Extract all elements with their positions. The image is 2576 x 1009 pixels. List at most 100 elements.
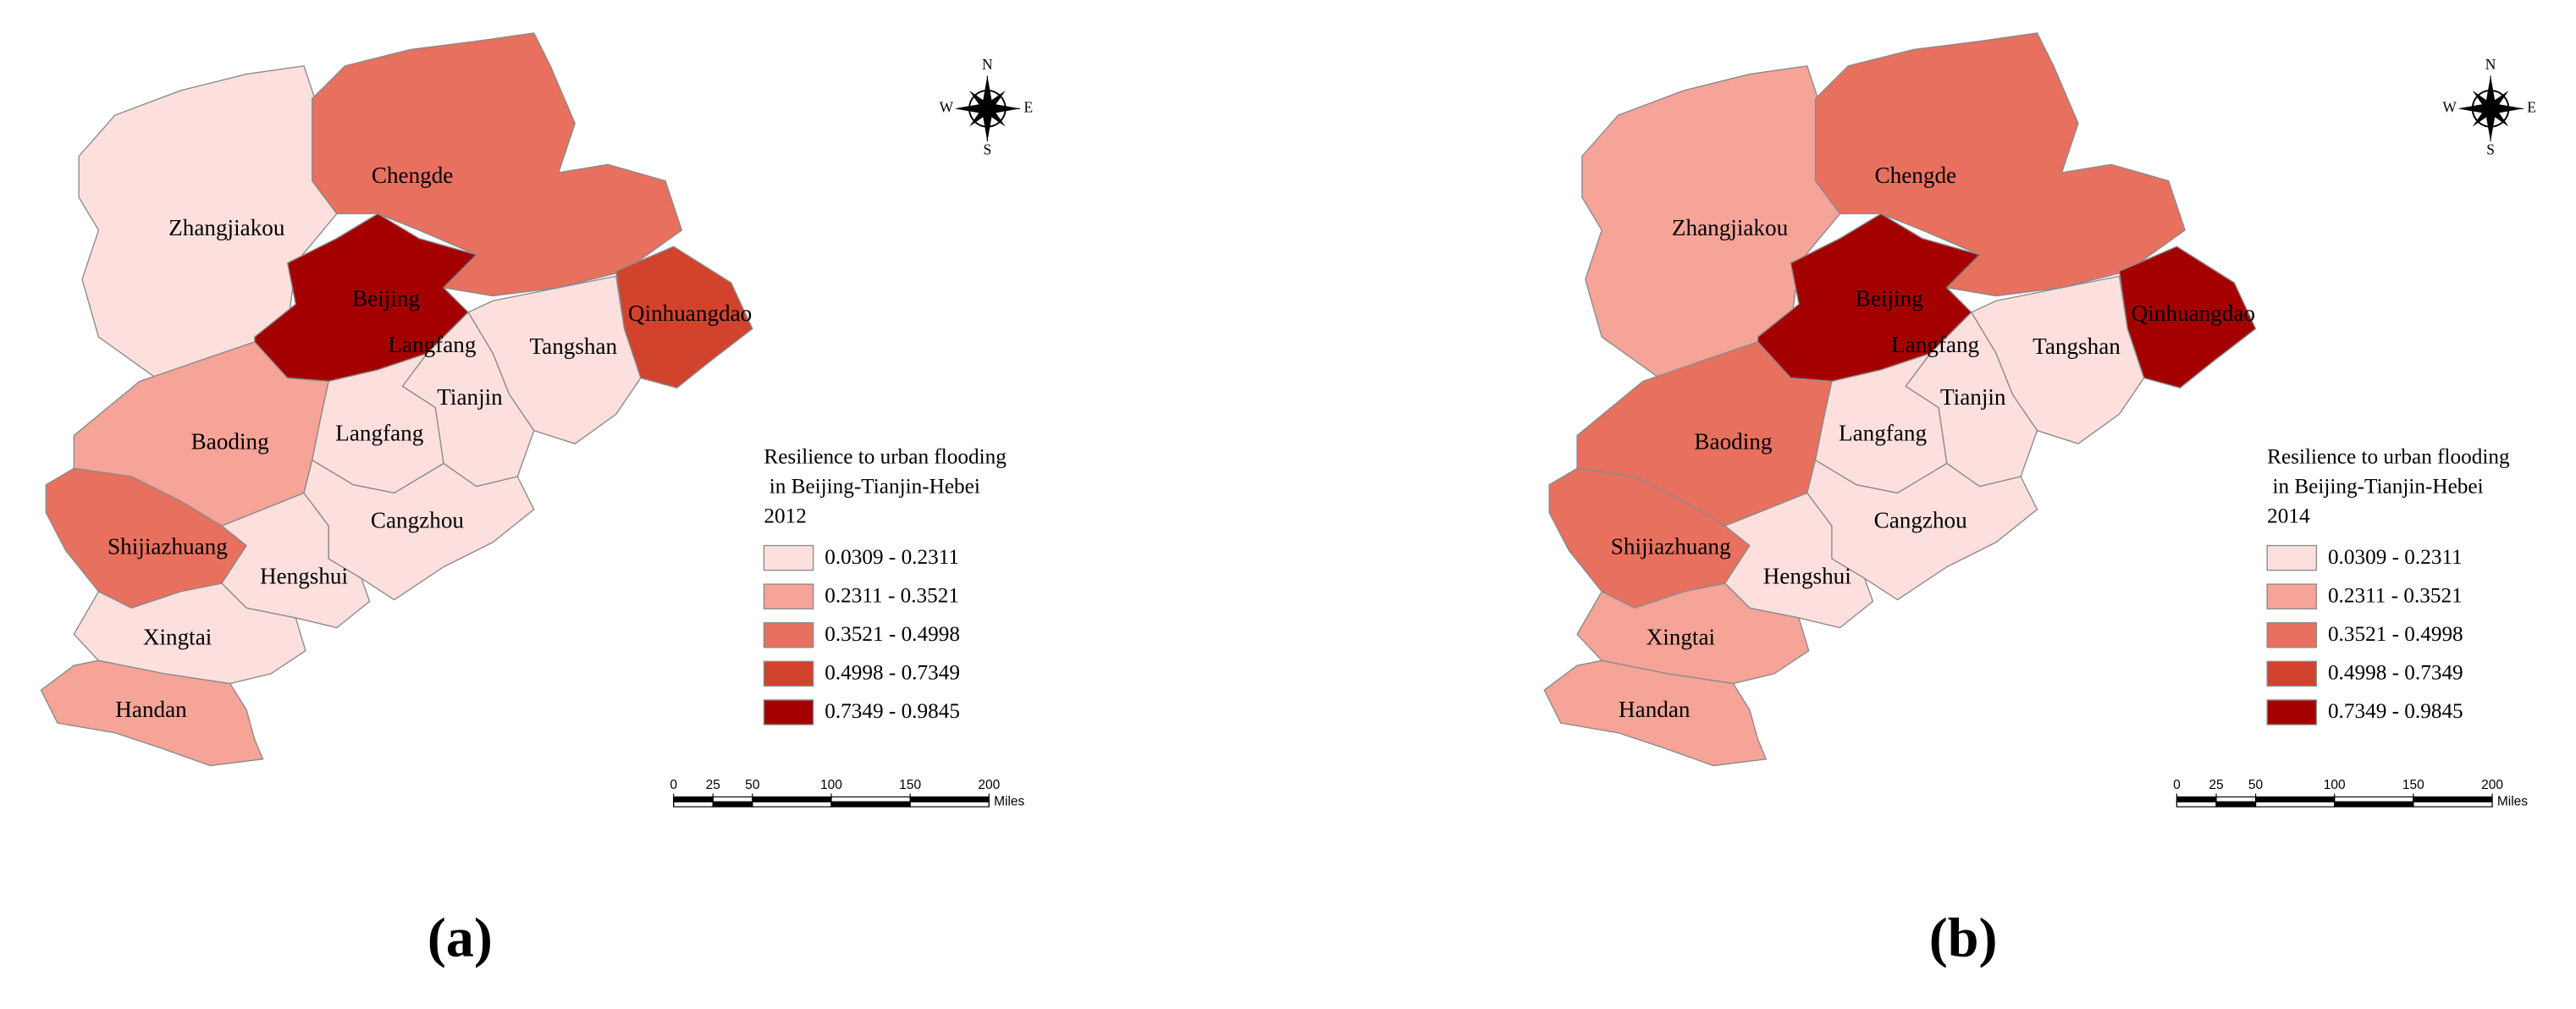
legend-swatch [2266, 622, 2318, 648]
legend-title: in Beijing-Tianjin-Hebei [2267, 475, 2483, 498]
region-label: Baoding [191, 428, 269, 454]
legend-swatch [763, 660, 814, 687]
scale-tick-label: 100 [2324, 778, 2346, 792]
region-label: Langfang [388, 332, 476, 357]
region-label: Chengde [372, 163, 454, 188]
legend-label: 0.2311 - 0.3521 [2328, 584, 2463, 607]
region-label: Hengshui [1763, 564, 1852, 589]
compass-s: S [2486, 141, 2495, 158]
legend-swatch [763, 699, 814, 725]
scale-tick-label: 200 [978, 778, 1000, 792]
scale-segment [752, 801, 832, 808]
region-label: Langfang [335, 421, 423, 446]
region-label: Handan [115, 697, 187, 722]
region [312, 32, 683, 297]
region [1543, 659, 1768, 767]
region-label: Beijing [1856, 286, 1923, 312]
legend-swatch [2266, 583, 2318, 609]
compass-n: N [2485, 56, 2496, 73]
scale-unit: Miles [994, 794, 1024, 808]
scale-bar: 0 25 50 100 150 200 Miles [2173, 778, 2528, 808]
legend-label: 0.3521 - 0.4998 [825, 623, 960, 646]
compass-e: E [2527, 98, 2536, 115]
compass-e: E [1024, 98, 1034, 115]
scale-segment [830, 796, 911, 802]
scale-segment [712, 796, 753, 802]
scale-segment [830, 801, 911, 808]
panel-caption: (a) [427, 907, 493, 968]
legend-swatch [2266, 660, 2318, 687]
scale-tick-label: 100 [820, 778, 842, 792]
legend-swatch [763, 583, 814, 609]
compass: N S E W [2442, 56, 2536, 158]
region-label: Xingtai [143, 624, 212, 649]
scale-tick-label: 25 [2209, 778, 2223, 792]
legend-title: 2014 [2267, 504, 2310, 527]
scale-segment [2334, 801, 2414, 808]
scale-segment [673, 796, 714, 802]
scale-tick-label: 50 [745, 778, 760, 792]
map-panel: Zhangjiakou Chengde Beijing Qinhuangdao Tang… [40, 32, 1034, 968]
scale-tick-label: 200 [2481, 778, 2503, 792]
map-panel: Zhangjiakou Chengde Beijing Qinhuangdao Tang… [1543, 32, 2536, 968]
scale-segment [909, 801, 990, 808]
scale-segment [909, 796, 990, 802]
scale-bar: 0 25 50 100 150 200 Miles [670, 778, 1024, 808]
scale-segment [2176, 796, 2217, 802]
region-label: Hengshui [260, 564, 349, 589]
legend-label: 0.4998 - 0.7349 [825, 662, 960, 685]
legend-swatch [2266, 699, 2318, 725]
compass-diag [969, 90, 1006, 127]
region [1581, 65, 1841, 379]
scale-tick-label: 0 [2173, 778, 2181, 792]
scale-tick-label: 25 [706, 778, 720, 792]
legend-label: 0.2311 - 0.3521 [825, 584, 959, 607]
region [40, 659, 264, 767]
legend-label: 0.0309 - 0.2311 [825, 546, 959, 569]
legend-title: in Beijing-Tianjin-Hebei [764, 475, 979, 498]
legend-title: Resilience to urban flooding [2267, 445, 2510, 468]
region-label: Cangzhou [1874, 508, 1968, 533]
region-label: Tangshan [2033, 334, 2121, 359]
scale-tick-label: 150 [899, 778, 921, 792]
region-label: Cangzhou [371, 508, 465, 533]
panel-caption: (b) [1929, 907, 1998, 968]
region-label: Langfang [1839, 421, 1927, 446]
legend-label: 0.4998 - 0.7349 [2328, 662, 2463, 685]
compass-n: N [982, 56, 993, 73]
legend-swatch [2266, 544, 2318, 571]
region-label: Xingtai [1647, 624, 1716, 649]
scale-segment [2254, 796, 2336, 802]
region-label: Zhangjiakou [1672, 215, 1789, 240]
compass-w: W [2442, 98, 2457, 115]
region [1814, 32, 2186, 297]
scale-segment [2176, 801, 2217, 808]
scale-segment [2413, 796, 2493, 802]
legend-label: 0.0309 - 0.2311 [2328, 546, 2463, 569]
region-label: Qinhuangdao [2132, 300, 2255, 326]
region-label: Langfang [1891, 332, 1979, 357]
scale-segment [2215, 801, 2257, 808]
compass-s: S [983, 141, 991, 158]
scale-tick-label: 50 [2248, 778, 2264, 792]
region-label: Tianjin [1940, 384, 2006, 410]
region-label: Shijiazhuang [1611, 534, 1731, 560]
legend-title: 2012 [764, 504, 806, 527]
region-label: Zhangjiakou [168, 215, 285, 240]
compass-diag [2472, 90, 2509, 127]
region-label: Baoding [1694, 428, 1772, 454]
region-label: Handan [1619, 697, 1691, 722]
scale-segment [2334, 796, 2414, 802]
legend-swatch [763, 544, 814, 571]
scale-segment [712, 801, 753, 808]
scale-segment [673, 801, 714, 808]
compass: N S E W [940, 56, 1034, 158]
scale-segment [2413, 801, 2493, 808]
scale-unit: Miles [2497, 794, 2528, 808]
legend-label: 0.3521 - 0.4998 [2328, 623, 2463, 646]
scale-tick-label: 0 [670, 778, 677, 792]
region-label: Tianjin [437, 384, 503, 410]
scale-segment [752, 796, 832, 802]
